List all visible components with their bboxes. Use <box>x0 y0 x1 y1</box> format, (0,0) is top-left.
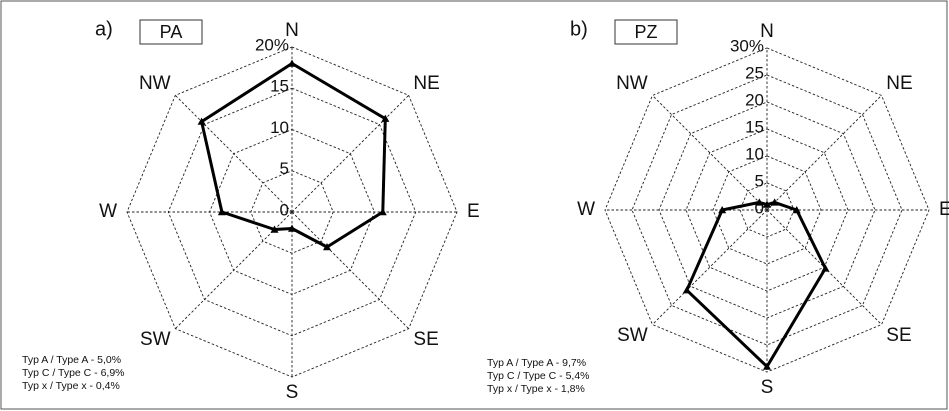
note: Typ x / Type x - 0,4% <box>22 380 120 392</box>
title-box <box>614 19 678 45</box>
tick-label: 30% <box>730 36 764 55</box>
tick-label: 20 <box>745 90 764 109</box>
panel-label: a) <box>95 18 113 40</box>
category-label: S <box>761 377 774 398</box>
data-point <box>718 206 727 214</box>
radar-chart: N NE E SE S SW W NW 0 5 10 15 20% a) PA Typ A / Type A … <box>22 18 480 403</box>
data-point <box>792 206 801 214</box>
category-label: W <box>577 199 595 220</box>
spoke <box>766 95 882 211</box>
data-point <box>323 243 332 251</box>
chart-title: PA <box>160 22 183 42</box>
spoke <box>652 209 768 325</box>
note: Typ C / Type C - 5,4% <box>487 370 590 382</box>
category-label: N <box>285 20 299 41</box>
data-point <box>381 114 390 122</box>
category-label: S <box>286 382 299 403</box>
tick-label: 5 <box>755 171 764 190</box>
grid-ring <box>126 46 458 378</box>
spoke <box>291 95 409 213</box>
grid-ring <box>712 155 822 265</box>
spoke <box>291 211 409 329</box>
data-point <box>288 59 296 67</box>
data-point <box>763 362 771 370</box>
grid-ring <box>631 74 903 346</box>
radar-chart: N NE E SE S SW W NW 0 5 10 15 20 25 30% b) PZ Typ A / Typ… <box>487 18 949 398</box>
category-label: NE <box>413 73 439 94</box>
note: Typ A / Type A - 9,7% <box>487 357 586 369</box>
tick-label: 15 <box>745 117 764 136</box>
tick-label: 0 <box>280 200 289 219</box>
tick-label: 20% <box>255 35 289 54</box>
category-label: NE <box>886 73 912 94</box>
category-label: N <box>760 21 774 42</box>
chart-title: PZ <box>634 22 657 42</box>
note: Typ A / Type A - 5,0% <box>22 354 121 366</box>
data-point <box>755 198 764 206</box>
tick-label: 15 <box>270 77 289 96</box>
grid-ring <box>604 47 930 373</box>
category-label: E <box>467 201 480 222</box>
data-point <box>270 225 279 233</box>
title-box <box>139 19 203 45</box>
spoke <box>652 95 768 211</box>
data-point <box>770 198 779 206</box>
category-label: SW <box>140 329 171 350</box>
category-label: SE <box>413 329 438 350</box>
panel-label: b) <box>570 18 588 40</box>
tick-label: 25 <box>745 63 764 82</box>
data-point <box>821 264 830 272</box>
spoke <box>766 209 882 325</box>
category-label: SE <box>886 325 911 346</box>
spoke <box>175 95 293 213</box>
data-point <box>682 286 691 294</box>
data-point <box>378 208 387 216</box>
data-point <box>288 224 296 232</box>
note: Typ x / Type x - 1,8% <box>487 383 585 395</box>
data-point <box>763 200 771 208</box>
category-label: NW <box>139 73 171 94</box>
tick-label: 5 <box>280 159 289 178</box>
note: Typ C / Type C - 6,9% <box>22 367 125 379</box>
data-point <box>197 117 206 125</box>
data-point <box>217 208 226 216</box>
category-label: W <box>99 201 117 222</box>
category-label: SW <box>617 325 648 346</box>
tick-label: 10 <box>270 118 289 137</box>
category-label: NW <box>616 73 648 94</box>
category-label: E <box>939 199 949 220</box>
tick-label: 10 <box>745 144 764 163</box>
tick-label: 0 <box>755 198 764 217</box>
